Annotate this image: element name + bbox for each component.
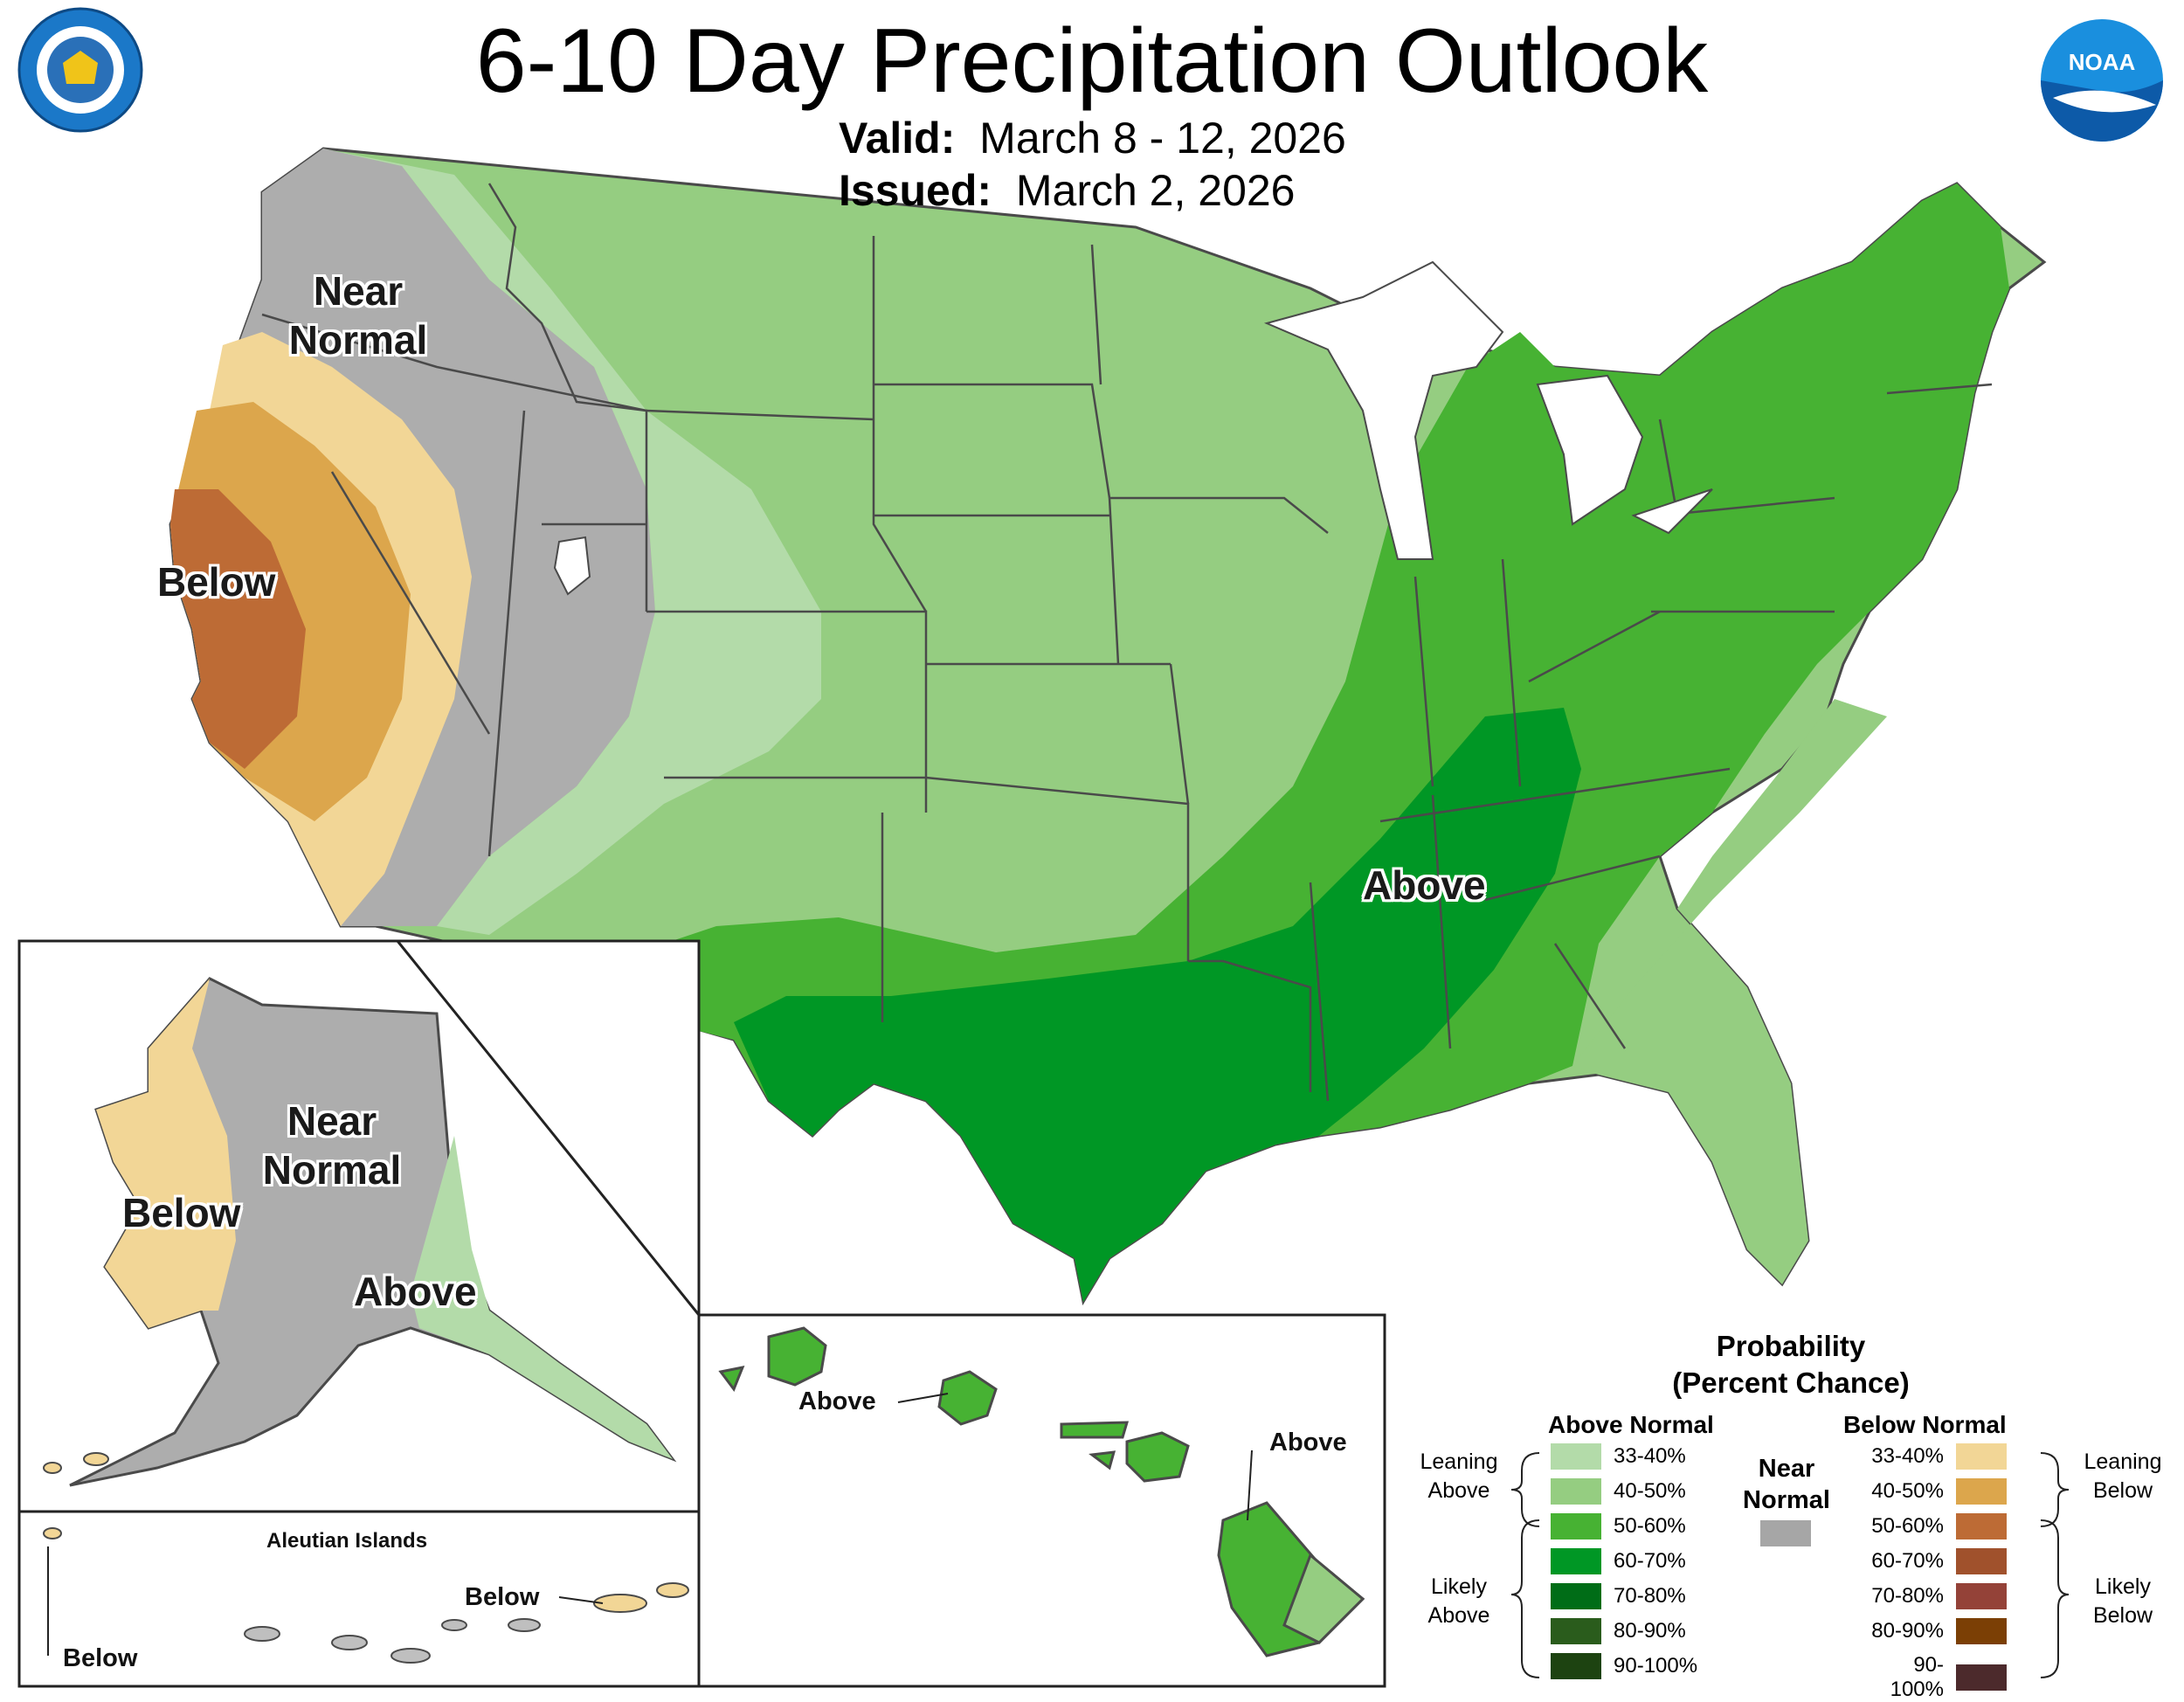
issued-line: Issued: March 2, 2026 [839, 164, 1296, 217]
big-island-east-light [1282, 1553, 1365, 1644]
legend-below-bin-label: 80-90% [1871, 1619, 1944, 1643]
legend-below-bin-label: 90-100% [1890, 1653, 1944, 1701]
aleutian-below-east-label: Below [465, 1583, 540, 1611]
legend-above-bin-label: 60-70% [1614, 1549, 1686, 1573]
legend-above-bin-swatch [1551, 1583, 1601, 1609]
legend-above-bin-swatch [1551, 1548, 1601, 1574]
aleutian-islands-title: Aleutian Islands [266, 1529, 428, 1553]
kauai [767, 1326, 827, 1387]
legend-below-bin-label: 70-80% [1871, 1584, 1944, 1608]
alaska-below-region [96, 979, 236, 1328]
noaa-logo: NOAA [2041, 19, 2163, 142]
legend-leaning-below: Leaning Below [2084, 1449, 2162, 1503]
legend-below-bin-swatch [1956, 1618, 2007, 1644]
issued-label: Issued: [839, 166, 992, 215]
legend-near-normal-swatch [1760, 1520, 1811, 1546]
legend-below-bin-row: 50-60% [1861, 1513, 2007, 1539]
legend-above-bin-row: 80-90% [1551, 1618, 1686, 1644]
salt-lake [553, 536, 591, 596]
conus-above-33-40-band [323, 149, 821, 935]
conus-map [169, 147, 2047, 1306]
legend-above-bin-swatch [1551, 1513, 1601, 1539]
great-lakes [1263, 260, 1713, 560]
legend-likely-below: Likely Below [2092, 1574, 2153, 1628]
alaska-inset [17, 939, 701, 1688]
oahu [937, 1370, 998, 1426]
legend-likely-above: Likely Above [1427, 1574, 1490, 1628]
legend-above-bin-label: 33-40% [1614, 1444, 1686, 1468]
legend-below-bin-swatch [1956, 1664, 2007, 1691]
molokai [1060, 1421, 1130, 1439]
valid-line: Valid: March 8 - 12, 2026 [839, 112, 1346, 164]
legend-above-bin-swatch [1551, 1618, 1601, 1644]
legend-title: Probability (Percent Chance) [1572, 1328, 2009, 1401]
hawaii-above-west-label: Above [798, 1387, 876, 1415]
legend-below-bin-swatch [1956, 1548, 2007, 1574]
hawaii-above-east-label: Above [1269, 1429, 1347, 1456]
state-borders [261, 183, 1993, 1102]
legend-above-bin-row: 50-60% [1551, 1513, 1686, 1539]
page-title: 6-10 Day Precipitation Outlook [475, 10, 1709, 112]
svg-text:NOAA: NOAA [2069, 49, 2136, 75]
legend-above-header: Above Normal [1548, 1411, 1714, 1438]
legend-leaning-above: Leaning Above [1420, 1449, 1498, 1503]
alaska-near-normal-label: Near Normal [262, 1098, 402, 1193]
legend-below-bin-row: 60-70% [1861, 1548, 2007, 1574]
alaska-above-region [411, 1136, 673, 1459]
legend-above-bin-label: 40-50% [1614, 1479, 1686, 1503]
legend-below-bin-swatch [1956, 1443, 2007, 1470]
legend-below-bin-label: 60-70% [1871, 1549, 1944, 1573]
legend-above-bin-swatch [1551, 1478, 1601, 1505]
legend-below-bin-label: 50-60% [1871, 1514, 1944, 1538]
legend-above-bin-label: 90-100% [1614, 1654, 1698, 1678]
conus-above-40-50-southeast [1572, 699, 1887, 1284]
legend-below-bin-row: 80-90% [1861, 1618, 2007, 1644]
legend-above-bin-swatch [1551, 1443, 1601, 1470]
legend-below-bin-label: 40-50% [1871, 1479, 1944, 1503]
legend-above-bin-row: 90-100% [1551, 1653, 1697, 1679]
legend-below-header: Below Normal [1843, 1411, 2007, 1438]
legend-below-bin-row: 33-40% [1861, 1443, 2007, 1470]
legend-above-bin-row: 70-80% [1551, 1583, 1686, 1609]
legend-above-bin-label: 50-60% [1614, 1514, 1686, 1538]
conus-above-label: Above [1363, 862, 1486, 908]
hawaii-inset [697, 1313, 1386, 1688]
alaska-above-label: Above [354, 1269, 477, 1314]
legend-below-bin-row: 70-80% [1861, 1583, 2007, 1609]
legend-below-bin-swatch [1956, 1513, 2007, 1539]
legend-above-bin-row: 60-70% [1551, 1548, 1686, 1574]
conus-near-normal-label: Near Normal [288, 268, 428, 363]
alaska-below-label: Below [122, 1190, 241, 1235]
legend-below-bin-swatch [1956, 1478, 2007, 1505]
issued-value: March 2, 2026 [1015, 166, 1296, 215]
legend-below-bin-label: 33-40% [1871, 1444, 1944, 1468]
valid-label: Valid: [839, 114, 956, 163]
legend-below-bin-swatch [1956, 1583, 2007, 1609]
conus-below-label: Below [157, 559, 276, 605]
valid-value: March 8 - 12, 2026 [979, 114, 1346, 163]
legend-above-bin-label: 80-90% [1614, 1619, 1686, 1643]
legend-above-bin-row: 33-40% [1551, 1443, 1686, 1470]
aleutian-islands [43, 1452, 689, 1613]
commerce-seal-logo [17, 7, 143, 133]
legend-below-bin-row: 40-50% [1861, 1478, 2007, 1505]
maui [1125, 1431, 1190, 1483]
legend-above-bin-label: 70-80% [1614, 1584, 1686, 1608]
conus-above-60-70 [734, 708, 1581, 1302]
legend-title-line2: (Percent Chance) [1672, 1366, 1910, 1399]
legend-near-normal-label: Near Normal [1743, 1455, 1830, 1514]
legend-above-bin-swatch [1551, 1653, 1601, 1679]
conus-below-50-60 [170, 489, 306, 769]
legend-above-bin-row: 40-50% [1551, 1478, 1686, 1505]
legend-below-bin-row: 90-100% [1861, 1653, 2007, 1702]
legend-brackets [1510, 1452, 2070, 1678]
aleutian-below-west-label: Below [63, 1644, 138, 1672]
legend-title-line1: Probability [1716, 1330, 1866, 1362]
